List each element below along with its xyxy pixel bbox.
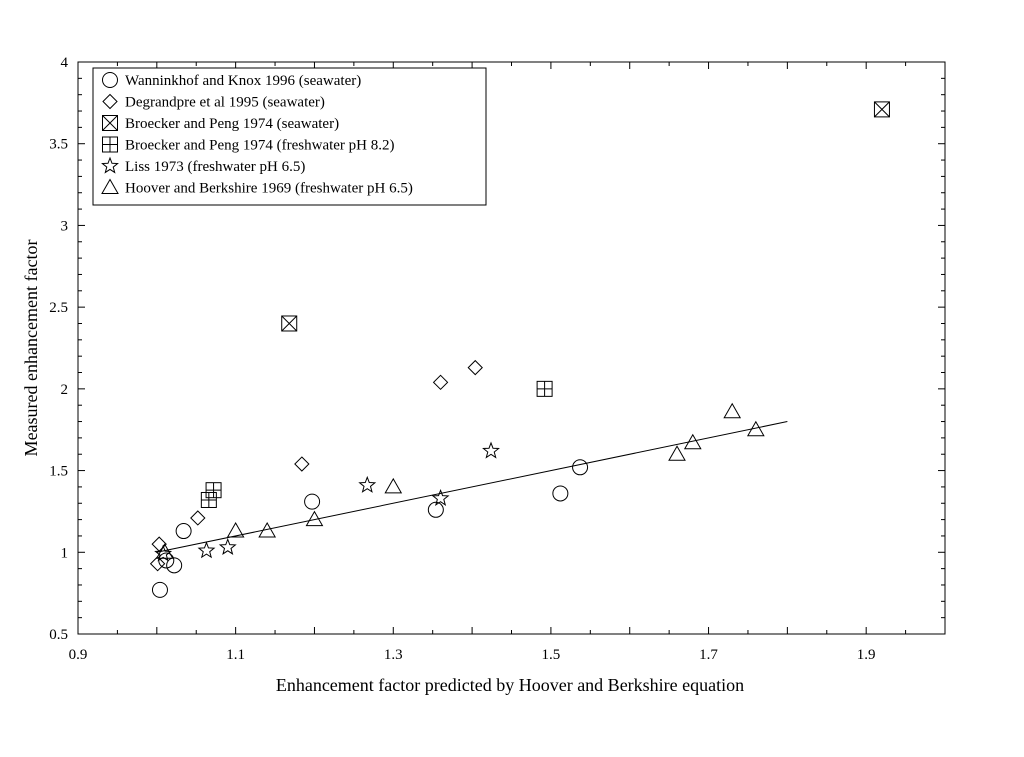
x-axis-title: Enhancement factor predicted by Hoover a… (276, 675, 744, 695)
legend-item: Liss 1973 (freshwater pH 6.5) (101, 156, 305, 175)
data-point-triangle (723, 402, 742, 419)
legend-label: Broecker and Peng 1974 (freshwater pH 8.… (125, 138, 395, 154)
data-point-square-plus (536, 380, 553, 397)
legend: Wanninkhof and Knox 1996 (seawater) Degra… (92, 67, 487, 206)
data-point-square-x (281, 315, 298, 332)
legend-box (92, 67, 487, 206)
series-square-plus (200, 380, 553, 508)
x-tick-label: 0.9 (69, 647, 88, 663)
legend-item: Broecker and Peng 1974 (seawater) (102, 115, 339, 132)
legend-marker-square-x (102, 115, 118, 131)
legend-label: Liss 1973 (freshwater pH 6.5) (125, 159, 305, 175)
data-point-star (197, 541, 216, 559)
data-point-circle (175, 523, 192, 540)
legend-item: Broecker and Peng 1974 (freshwater pH 8.… (102, 136, 395, 154)
data-point-square-x (873, 101, 890, 118)
data-points (149, 101, 890, 598)
legend-item: Degrandpre et al 1995 (seawater) (102, 93, 325, 111)
legend-item: Wanninkhof and Knox 1996 (seawater) (102, 72, 361, 89)
data-point-triangle (668, 445, 686, 461)
legend-marker-triangle (101, 178, 119, 194)
legend-marker-star (101, 156, 119, 174)
data-point-star (358, 475, 377, 493)
data-point-star (218, 537, 237, 555)
data-point-square-plus (205, 482, 222, 499)
x-tick-label: 1.7 (699, 647, 718, 663)
y-tick-label: 3.5 (49, 137, 68, 153)
x-tick-label: 1.5 (542, 647, 561, 663)
data-point-circle (166, 557, 183, 574)
series-triangle (155, 402, 765, 559)
y-tick-label: 1.5 (49, 464, 68, 480)
tick-labels: 0.9 1.1 1.3 1.5 1.7 1.9 0.5 1 1.5 2 2.5 3 3.5 4 (49, 55, 875, 663)
data-point-triangle (305, 510, 324, 527)
legend-label: Broecker and Peng 1974 (seawater) (125, 116, 339, 132)
data-point-circle (304, 493, 321, 510)
data-point-triangle (746, 420, 765, 437)
data-point-circle (151, 581, 168, 598)
legend-marker-diamond (102, 93, 118, 110)
data-point-star (482, 441, 500, 459)
series-diamond (149, 359, 483, 572)
data-point-circle (552, 485, 569, 502)
data-point-square-plus (200, 491, 217, 508)
data-point-diamond (294, 456, 310, 472)
x-tick-label: 1.9 (857, 647, 876, 663)
data-point-triangle (683, 433, 702, 450)
y-tick-label: 2 (61, 382, 69, 398)
data-point-triangle (258, 522, 277, 538)
y-tick-label: 0.5 (49, 627, 68, 643)
data-point-triangle (384, 477, 403, 494)
data-point-diamond (467, 359, 483, 376)
series-circle (151, 459, 589, 598)
legend-item: Hoover and Berkshire 1969 (freshwater pH… (101, 178, 413, 197)
legend-marker-circle (102, 72, 118, 88)
legend-marker-square-plus (102, 136, 118, 153)
data-point-circle (572, 459, 589, 476)
fit-line (156, 421, 788, 553)
series-square-x (281, 101, 890, 332)
data-point-triangle (155, 543, 174, 559)
series-star (154, 441, 500, 562)
data-point-diamond (432, 374, 449, 391)
y-tick-label: 3 (61, 218, 69, 234)
x-tick-label: 1.3 (384, 647, 403, 663)
data-point-diamond (149, 556, 166, 572)
legend-label: Hoover and Berkshire 1969 (freshwater pH… (125, 181, 413, 197)
y-tick-label: 2.5 (49, 300, 68, 316)
legend-label: Wanninkhof and Knox 1996 (seawater) (125, 73, 361, 89)
y-tick-label: 1 (61, 545, 69, 561)
legend-label: Degrandpre et al 1995 (seawater) (125, 95, 325, 111)
y-tick-label: 4 (61, 55, 69, 71)
x-tick-label: 1.1 (226, 647, 245, 663)
y-axis-title: Measured enhancement factor (21, 240, 41, 457)
data-point-circle (427, 501, 444, 518)
plot-frame (77, 61, 946, 635)
data-point-triangle (226, 522, 245, 538)
data-point-diamond (190, 510, 206, 526)
data-point-star (431, 488, 450, 506)
